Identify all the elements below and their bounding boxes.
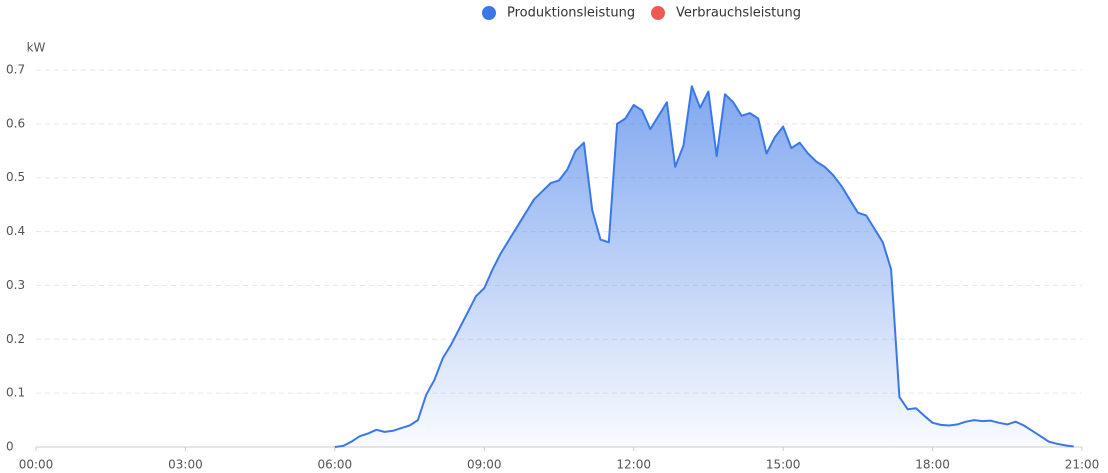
legend-label[interactable]: Verbrauchsleistung [676,6,801,21]
y-tick-label: 0.7 [6,63,25,77]
x-tick-label: 06:00 [318,458,353,472]
line [334,85,1074,448]
y-tick-label: 0.3 [6,278,25,292]
legend-marker[interactable] [482,6,496,20]
legend-label[interactable]: Produktionsleistung [507,6,635,21]
y-tick-label: 0.4 [6,224,25,238]
y-tick-label: 0 [6,440,14,454]
legend-marker[interactable] [651,6,665,20]
area [334,86,1074,447]
y-tick-label: 0.5 [6,170,25,184]
y-tick-label: 0.6 [6,116,25,130]
x-tick-label: 21:00 [1065,458,1100,472]
x-tick-label: 18:00 [915,458,950,472]
x-tick-label: 03:00 [168,458,203,472]
x-tick-label: 00:00 [19,458,54,472]
x-tick-label: 12:00 [616,458,651,472]
x-tick-label: 09:00 [467,458,502,472]
y-tick-label: 0.1 [6,386,25,400]
y-axis-label: kW [27,41,46,55]
x-tick-label: 15:00 [766,458,801,472]
y-tick-label: 0.2 [6,332,25,346]
